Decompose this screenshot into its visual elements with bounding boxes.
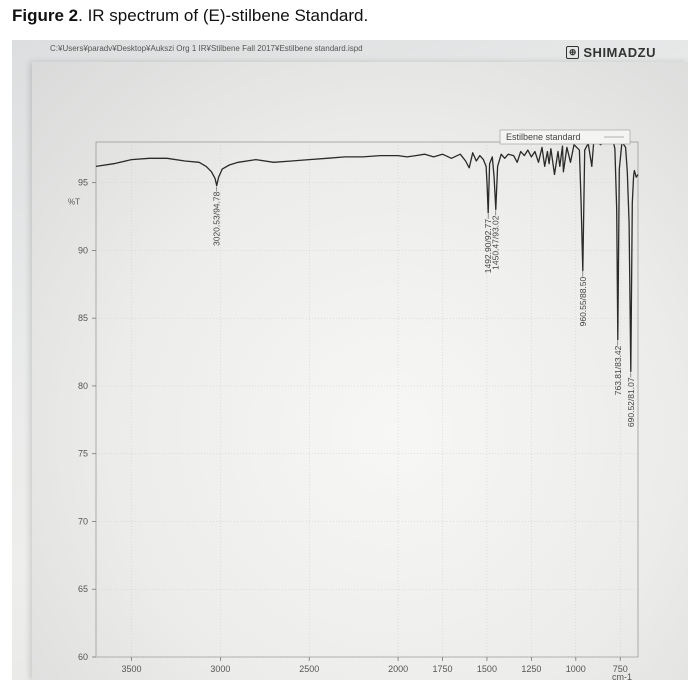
brand-name: SHIMADZU [583, 45, 656, 60]
x-tick-label: 1250 [521, 664, 541, 674]
spectrum-line [95, 137, 639, 373]
x-tick-label: 1000 [566, 664, 586, 674]
x-tick-label: 2500 [299, 664, 319, 674]
y-tick-label: 60 [78, 652, 88, 662]
x-tick-label: 1500 [477, 664, 497, 674]
y-tick-label: 70 [78, 516, 88, 526]
peak-label: 3020.53/94.78 [212, 191, 222, 246]
figure-caption: Figure 2. IR spectrum of (E)-stilbene St… [12, 6, 368, 26]
y-axis-label: %T [68, 197, 80, 206]
x-tick-label: 1750 [433, 664, 453, 674]
legend-box [499, 129, 631, 145]
y-tick-label: 85 [78, 313, 88, 323]
peak-label: 960.55/88.50 [578, 276, 588, 326]
peak-label: 1492.90/92.77 [483, 219, 493, 274]
peak-label: 1450.47/93.02 [491, 215, 501, 270]
y-tick-label: 65 [78, 584, 88, 594]
x-tick-label: 3500 [122, 664, 142, 674]
x-tick-label: 3000 [210, 664, 230, 674]
file-path-label: C:¥Users¥paradv¥Desktop¥Aukszi Org 1 IR¥… [50, 44, 363, 53]
y-tick-label: 90 [78, 245, 88, 255]
legend-entry-label: Estilbene standard [506, 132, 581, 142]
figure-label: Figure 2 [12, 6, 79, 25]
printout-paper [32, 62, 688, 680]
plot-frame [95, 141, 639, 658]
y-tick-label: 75 [78, 449, 88, 459]
y-tick-label: 95 [78, 178, 88, 188]
peak-label: 763.81/83.42 [613, 345, 623, 395]
y-tick-label: 80 [78, 381, 88, 391]
x-tick-label: 2000 [388, 664, 408, 674]
peak-label: 690.52/81.07 [626, 377, 636, 427]
figure-caption-text: . IR spectrum of (E)-stilbene Standard. [78, 6, 369, 25]
shimadzu-logo-icon: ⊕ [566, 46, 580, 59]
x-tick-label: 750 [613, 664, 628, 674]
brand-logo: ⊕ SHIMADZU [566, 45, 656, 60]
x-axis-label: cm-1 [612, 672, 632, 682]
